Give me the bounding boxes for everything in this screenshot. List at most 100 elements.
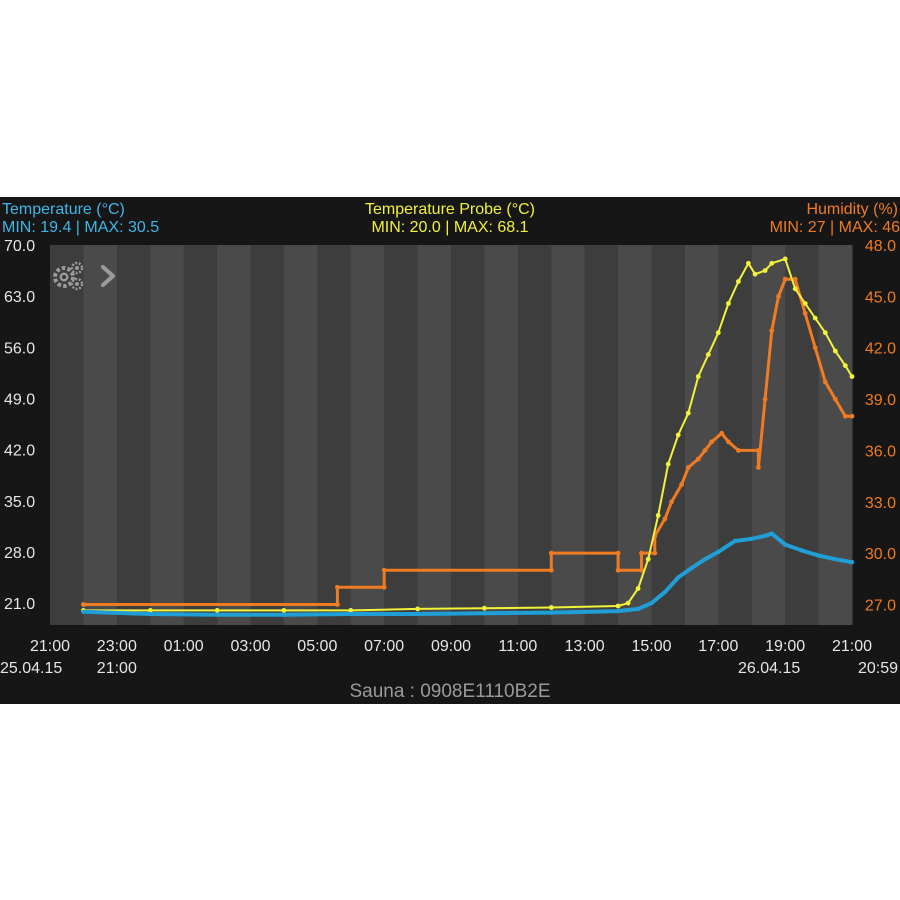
x-tick-label: 19:00 <box>765 638 805 655</box>
legend-humidity-name: Humidity (%) <box>806 201 898 218</box>
data-point <box>281 608 287 613</box>
background-band <box>484 245 519 625</box>
y-right-tick-label: 48.0 <box>865 238 896 255</box>
y-left-tick-label: 21.0 <box>4 596 35 613</box>
x-tick-label: 09:00 <box>431 638 471 655</box>
background-band <box>350 245 385 625</box>
data-point <box>625 600 631 606</box>
x-tick-label: 15:00 <box>631 638 671 655</box>
x-tick-label: 01:00 <box>164 638 204 655</box>
data-point <box>769 531 774 536</box>
background-band <box>83 245 118 625</box>
background-band <box>417 245 452 625</box>
chart-panel: Temperature (°C) MIN: 19.4 | MAX: 30.5 T… <box>0 197 900 704</box>
data-point <box>689 565 694 571</box>
data-point <box>669 499 674 505</box>
background-band <box>116 245 151 625</box>
data-point <box>548 605 554 610</box>
data-point <box>732 538 738 544</box>
y-right-tick-label: 42.0 <box>865 341 896 358</box>
data-point <box>655 513 661 518</box>
y-left-tick-label: 70.0 <box>4 238 35 255</box>
x-tick-label: 11:00 <box>498 638 537 655</box>
data-point <box>782 256 788 262</box>
chart-title: Sauna : 0908E1110B2E <box>349 681 551 702</box>
data-point <box>381 584 387 590</box>
background-band <box>317 245 352 625</box>
settings-gears-icon[interactable] <box>53 261 84 291</box>
data-point <box>709 439 715 445</box>
data-point <box>635 606 641 612</box>
x-tick-label: 13:00 <box>565 638 605 655</box>
data-point <box>716 549 721 555</box>
legend-temperature-probe: Temperature Probe (°C) MIN: 20.0 | MAX: … <box>0 201 900 237</box>
data-point <box>635 586 641 591</box>
chart-controls[interactable] <box>53 261 115 291</box>
data-point <box>695 456 701 462</box>
legend-temperature: Temperature (°C) MIN: 19.4 | MAX: 30.5 <box>2 201 159 237</box>
legend-probe-name: Temperature Probe (°C) <box>364 201 535 218</box>
data-point <box>281 612 287 617</box>
data-point <box>849 413 855 419</box>
data-point <box>415 606 420 612</box>
data-point <box>335 584 340 590</box>
y-left-tick-label: 28.0 <box>4 545 35 562</box>
data-point <box>715 330 721 336</box>
background-band <box>517 245 552 625</box>
background-band <box>384 245 419 625</box>
data-point <box>147 608 153 613</box>
background-band <box>785 245 820 625</box>
chevron-right-icon[interactable] <box>101 265 115 287</box>
data-point <box>833 557 838 562</box>
y-right-tick-label: 39.0 <box>865 392 896 409</box>
x-tick-sublabel: 26.04.15 <box>738 660 800 677</box>
data-point <box>746 260 751 266</box>
data-point <box>685 410 691 416</box>
data-point <box>783 542 788 547</box>
data-point <box>762 533 768 538</box>
data-point <box>148 611 153 617</box>
data-point <box>639 550 644 556</box>
data-point <box>762 268 768 273</box>
x-tick-label: 17:00 <box>698 638 738 655</box>
data-point <box>81 609 86 614</box>
data-point <box>649 600 654 606</box>
data-point <box>769 260 775 266</box>
y-right-tick-label: 27.0 <box>865 597 896 614</box>
data-point <box>548 567 554 573</box>
data-point <box>762 396 768 402</box>
chart-svg: 70.0 63.0 56.0 49.0 42.0 35.0 28.0 21.0 48.0 45.0… <box>0 238 898 677</box>
data-point <box>782 276 788 282</box>
legend-probe-stats: MIN: 20.0 | MAX: 68.1 <box>371 219 529 236</box>
data-point <box>769 328 775 333</box>
data-point <box>842 363 848 368</box>
data-point <box>702 448 708 453</box>
x-tick-label: 23:00 <box>97 638 137 655</box>
data-point <box>645 556 651 562</box>
data-point <box>802 301 808 306</box>
background-band <box>250 245 285 625</box>
data-point <box>822 379 828 385</box>
data-point <box>662 589 668 595</box>
data-point <box>615 567 621 573</box>
data-point <box>615 603 621 609</box>
background-band <box>217 245 251 625</box>
y-left-tick-label: 42.0 <box>4 443 35 460</box>
x-tick-label: 21:00 <box>30 638 70 655</box>
data-point <box>415 611 420 617</box>
x-tick-label: 21:00 <box>832 638 872 655</box>
data-point <box>849 560 855 565</box>
series-layer <box>81 256 855 617</box>
x-tick-sublabel: 20:59 <box>858 660 898 677</box>
legend-temperature-stats: MIN: 19.4 | MAX: 30.5 <box>2 219 160 236</box>
data-point <box>705 352 711 357</box>
y-left-tick-label: 56.0 <box>4 340 35 357</box>
data-point <box>348 608 354 613</box>
data-point <box>482 611 487 616</box>
data-point <box>726 439 731 445</box>
background-band <box>183 245 218 625</box>
data-point <box>615 608 621 614</box>
data-point <box>549 610 554 615</box>
x-tick-sublabel: 21:00 <box>97 660 137 677</box>
background-band <box>818 245 853 625</box>
